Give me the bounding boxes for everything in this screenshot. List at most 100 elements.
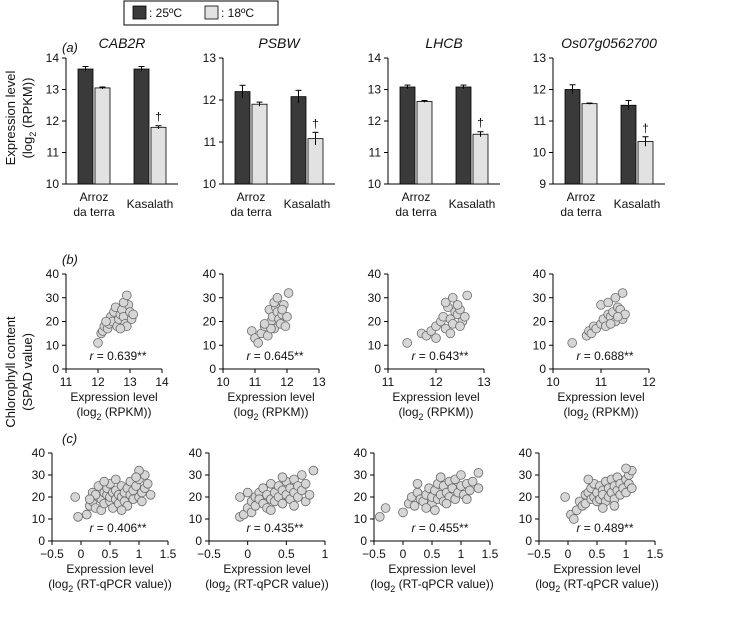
- x-axis-label-line1: Expression level: [557, 390, 644, 404]
- bar: [620, 104, 637, 185]
- data-point: [82, 509, 92, 520]
- r-symbol: r: [89, 349, 94, 363]
- category-label: Kasalath: [127, 197, 174, 211]
- y-tick-label: 10: [203, 177, 217, 191]
- data-point: [282, 311, 292, 322]
- data-point: [568, 514, 579, 524]
- data-point: [617, 288, 628, 298]
- bar: [77, 68, 94, 185]
- correlation-annotation: r = 0.435**: [246, 521, 303, 535]
- y-tick-label: 12: [533, 83, 547, 97]
- y-tick-label: 20: [189, 490, 203, 504]
- chart-b-1: 0 10 20 30 40 11 12 13 14 r = 0.639** Expression l…: [46, 267, 169, 422]
- y-tick-label: 12: [203, 93, 217, 107]
- r-value: = 0.455**: [415, 521, 468, 535]
- data-point: [610, 292, 621, 303]
- data-point: [621, 463, 631, 474]
- y-tick-label: 0: [52, 362, 59, 376]
- y-tick-label: 40: [354, 446, 368, 460]
- data-point: [277, 472, 288, 483]
- y-tick-label: 30: [533, 291, 547, 305]
- x-tick-label: 13: [312, 375, 326, 389]
- x-axis-label-line1: Expression level: [227, 390, 314, 404]
- correlation-annotation: r = 0.643**: [411, 349, 468, 363]
- y-tick-label: 30: [203, 291, 217, 305]
- legend-swatch-18c: [204, 5, 219, 20]
- y-tick-label: 20: [203, 315, 217, 329]
- r-value: = 0.406**: [93, 521, 146, 535]
- data-point: [137, 496, 147, 507]
- x-tick-label: 0.5: [278, 547, 295, 561]
- bc-ylabel: Chlorophyll content (SPAD value): [3, 316, 35, 428]
- y-tick-label: 10: [368, 177, 382, 191]
- x-label-open: (log: [370, 577, 390, 591]
- y-tick-label: 40: [519, 446, 533, 460]
- data-point: [597, 503, 608, 513]
- x-label-close: (RT-qPCR value)): [230, 577, 328, 591]
- x-tick-label: 0.5: [589, 547, 606, 561]
- y-tick-label: 20: [354, 490, 368, 504]
- y-tick-label: 40: [533, 267, 547, 281]
- bar: [251, 103, 268, 185]
- chart-title: PSBW: [258, 35, 301, 51]
- data-point: [272, 292, 283, 303]
- x-label-open: (log: [563, 405, 583, 419]
- a-ylabel-line1: Expression level: [3, 71, 18, 166]
- x-tick-label: 1: [136, 547, 143, 561]
- x-tick-label: 1.5: [482, 547, 499, 561]
- data-point: [473, 483, 484, 494]
- correlation-annotation: r = 0.688**: [576, 349, 633, 363]
- bar: [133, 68, 150, 185]
- data-point: [603, 297, 613, 308]
- data-point: [462, 290, 473, 301]
- a-ylabel-open: (log: [20, 137, 35, 159]
- r-value: = 0.643**: [415, 349, 468, 363]
- data-point: [626, 483, 637, 494]
- x-tick-label: −0.5: [527, 547, 551, 561]
- dagger-mark: †: [477, 116, 484, 130]
- correlation-annotation: r = 0.455**: [411, 521, 468, 535]
- chart-b-3: 0 10 20 30 40 11 12 13 r = 0.643** Expression lev…: [368, 267, 491, 422]
- y-tick-label: 40: [32, 446, 46, 460]
- dagger-mark: †: [312, 116, 319, 130]
- data-point: [296, 470, 307, 480]
- correlation-annotation: r = 0.645**: [246, 349, 303, 363]
- y-tick-label: 10: [203, 338, 217, 352]
- bar: [472, 133, 489, 185]
- x-label-sub: 2: [584, 412, 589, 422]
- bc-ylabel-line1: Chlorophyll content: [3, 316, 18, 428]
- y-tick-label: 11: [369, 146, 382, 160]
- category-label: Kasalath: [284, 197, 331, 211]
- x-label-sub: 2: [555, 584, 560, 594]
- data-point: [560, 492, 570, 502]
- x-tick-label: 11: [249, 375, 262, 389]
- y-tick-label: 13: [368, 83, 382, 97]
- r-symbol: r: [576, 521, 581, 535]
- panel-label-a: (a): [62, 40, 78, 55]
- bar: [416, 101, 433, 185]
- data-point: [583, 474, 594, 485]
- x-axis-label-line2: (log2 (RPKM)): [76, 405, 151, 422]
- bar: [455, 86, 472, 185]
- a-ylabel-sub: 2: [28, 132, 38, 137]
- y-tick-label: 0: [374, 362, 381, 376]
- data-point: [452, 300, 463, 310]
- y-tick-label: 30: [519, 468, 533, 482]
- data-point: [300, 478, 311, 489]
- y-tick-label: 30: [32, 468, 46, 482]
- r-symbol: r: [246, 521, 251, 535]
- x-axis-label-line2: (log2 (RPKM)): [398, 405, 473, 422]
- data-point: [464, 485, 475, 496]
- data-point: [447, 292, 458, 303]
- category-label: da terra: [73, 205, 115, 219]
- x-axis-label-line2: (log2 (RT-qPCR value)): [370, 577, 494, 594]
- y-tick-label: 0: [195, 534, 202, 548]
- y-tick-label: 0: [38, 534, 45, 548]
- y-tick-label: 10: [533, 338, 547, 352]
- x-tick-label: 10: [216, 375, 230, 389]
